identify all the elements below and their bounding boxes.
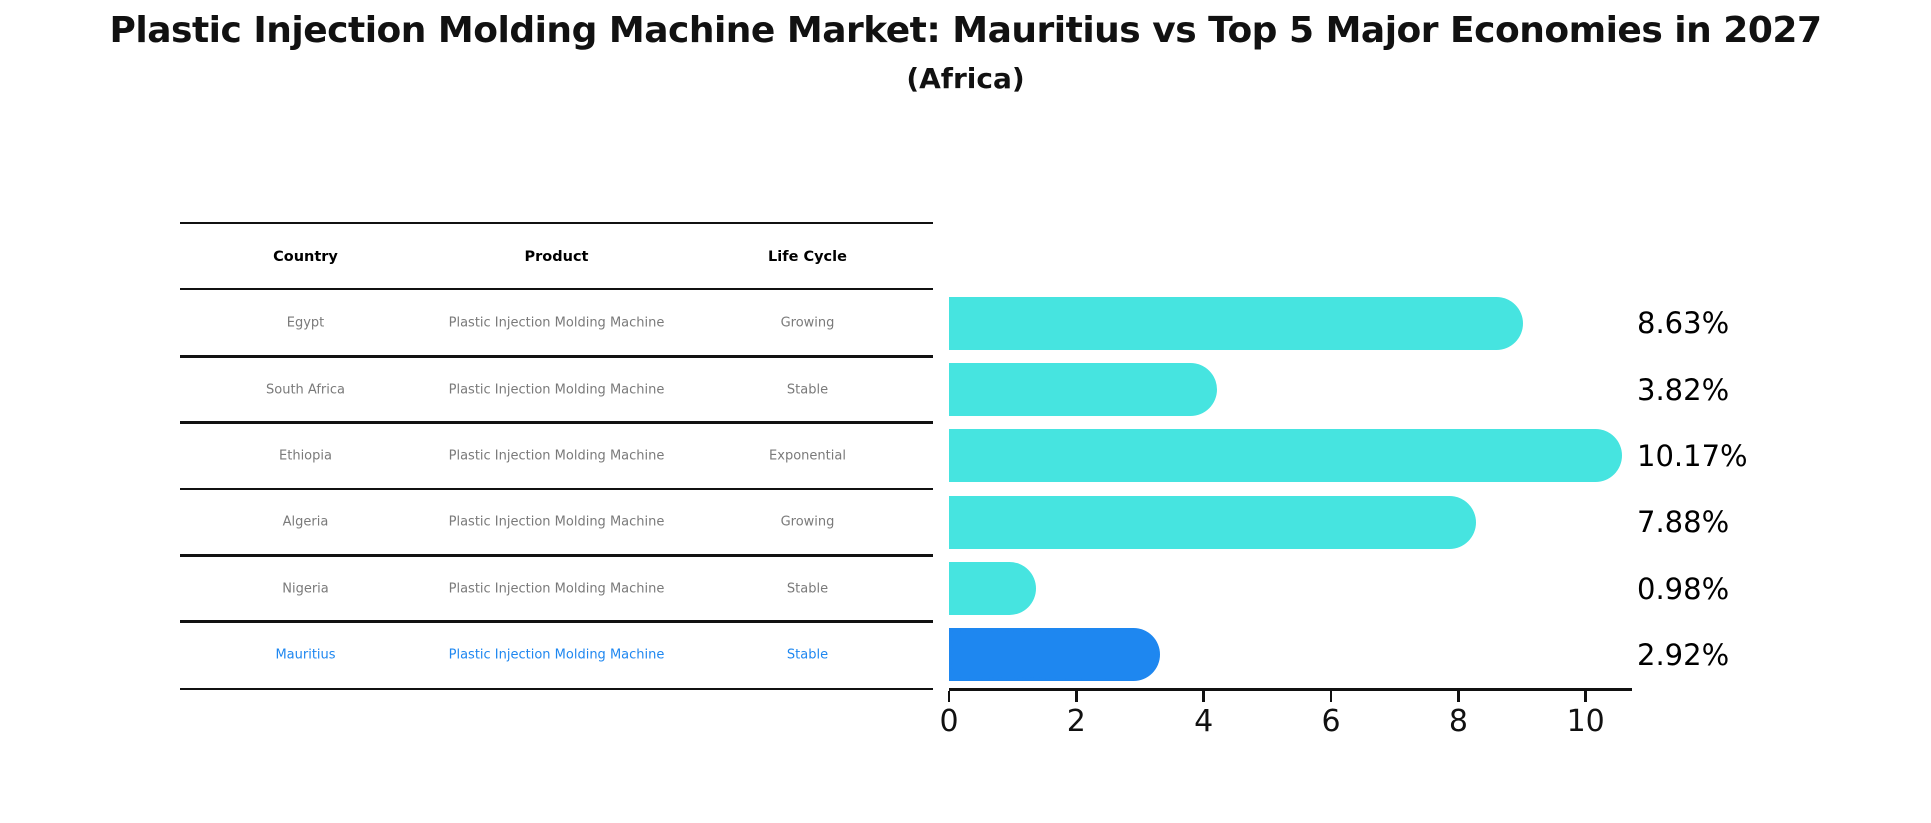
table-header-country: Country [273, 249, 338, 265]
table-cell: Nigeria [282, 581, 329, 596]
x-axis-tick-label: 4 [1194, 704, 1214, 739]
bar-value-label: 7.88% [1637, 505, 1730, 540]
bar [949, 562, 1037, 615]
bar-value-label: 8.63% [1637, 306, 1730, 341]
bar [949, 495, 1476, 549]
table-header-product: Product [524, 249, 589, 265]
x-axis-tick-label: 8 [1448, 704, 1468, 739]
bar-value-label: 3.82% [1637, 372, 1730, 407]
bar [949, 429, 1622, 483]
chart-title: Plastic Injection Molding Machine Market… [109, 10, 1823, 51]
table-header-life-cycle: Life Cycle [768, 249, 847, 265]
chart-subtitle: (Africa) [906, 62, 1025, 95]
table-rule [180, 688, 933, 690]
table-rule [180, 222, 933, 224]
table-rule [180, 554, 933, 557]
bar [949, 363, 1218, 416]
table-cell: Plastic Injection Molding Machine [448, 315, 665, 331]
x-axis-tick [1457, 690, 1460, 702]
x-axis-tick-label: 6 [1321, 704, 1341, 739]
table-cell: Growing [780, 514, 835, 530]
x-axis-tick [1075, 690, 1078, 702]
table-cell: Exponential [769, 448, 846, 464]
x-axis-tick [947, 690, 951, 702]
table-cell: Algeria [282, 514, 329, 530]
table-rule [180, 421, 933, 424]
table-cell: Stable [786, 581, 829, 596]
table-cell: Plastic Injection Molding Machine [448, 514, 665, 530]
table-cell: South Africa [266, 382, 345, 397]
bar-value-label: 0.98% [1637, 571, 1730, 606]
bar-value-label: 2.92% [1637, 637, 1730, 672]
table-rule [180, 620, 933, 623]
x-axis-tick [1584, 690, 1587, 702]
table-cell: Egypt [286, 315, 325, 331]
x-axis-tick-label: 10 [1566, 704, 1605, 739]
x-axis-tick-label: 2 [1066, 704, 1086, 739]
table-rule [180, 355, 933, 358]
x-axis-line [949, 688, 1632, 691]
table-cell: Mauritius [275, 647, 336, 663]
table-cell: Stable [786, 647, 829, 663]
table-cell: Plastic Injection Molding Machine [448, 647, 665, 663]
table-rule [180, 487, 933, 491]
bar-value-label: 10.17% [1637, 438, 1748, 473]
table-cell: Stable [786, 382, 829, 397]
x-axis-tick [1202, 690, 1205, 702]
bar-highlight-mauritius [949, 628, 1160, 682]
table-cell: Growing [780, 315, 835, 331]
x-axis-tick-label: 0 [939, 704, 959, 739]
table-cell: Plastic Injection Molding Machine [448, 448, 665, 464]
x-axis-tick [1329, 690, 1333, 702]
table-cell: Ethiopia [279, 448, 332, 464]
bar [949, 296, 1524, 350]
table-cell: Plastic Injection Molding Machine [448, 581, 665, 596]
table-rule [180, 287, 933, 290]
table-cell: Plastic Injection Molding Machine [448, 382, 665, 397]
